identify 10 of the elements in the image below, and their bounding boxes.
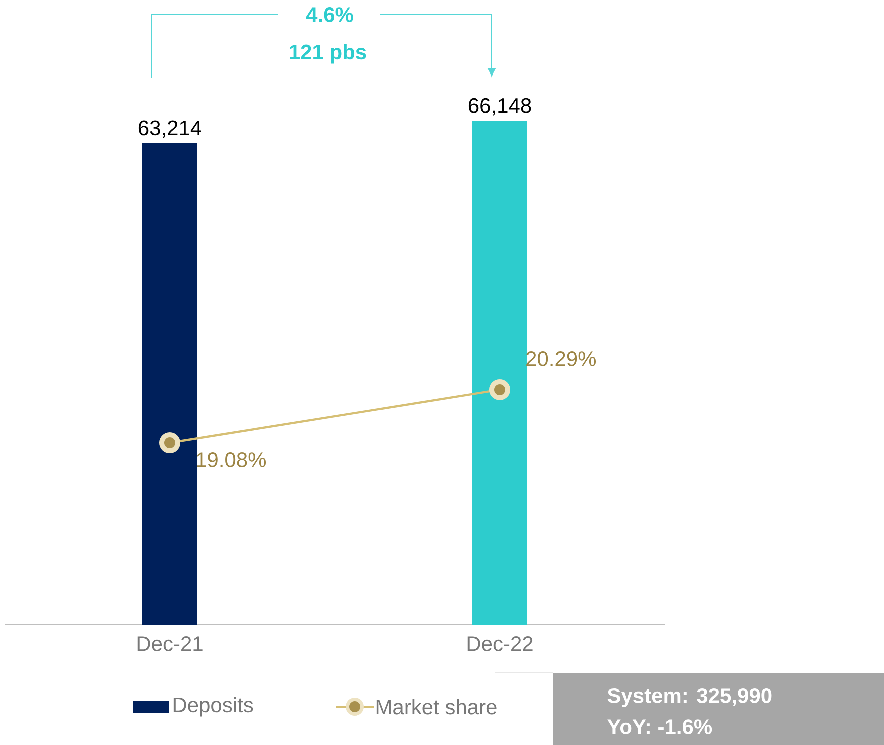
x-tick-label: Dec-21	[138, 636, 203, 652]
text: 121 pbs	[290, 44, 366, 64]
legend-label: Market share	[376, 699, 497, 715]
data-label: 63,214	[138, 120, 202, 138]
text: YoY: -1.6%	[608, 720, 712, 734]
data-label: 66,148	[468, 98, 532, 116]
legend-label: Deposits	[174, 697, 254, 717]
text: System: 325,990	[608, 688, 772, 708]
x-tick-label: Dec-22	[468, 636, 533, 652]
text: 4.6%	[306, 8, 354, 22]
